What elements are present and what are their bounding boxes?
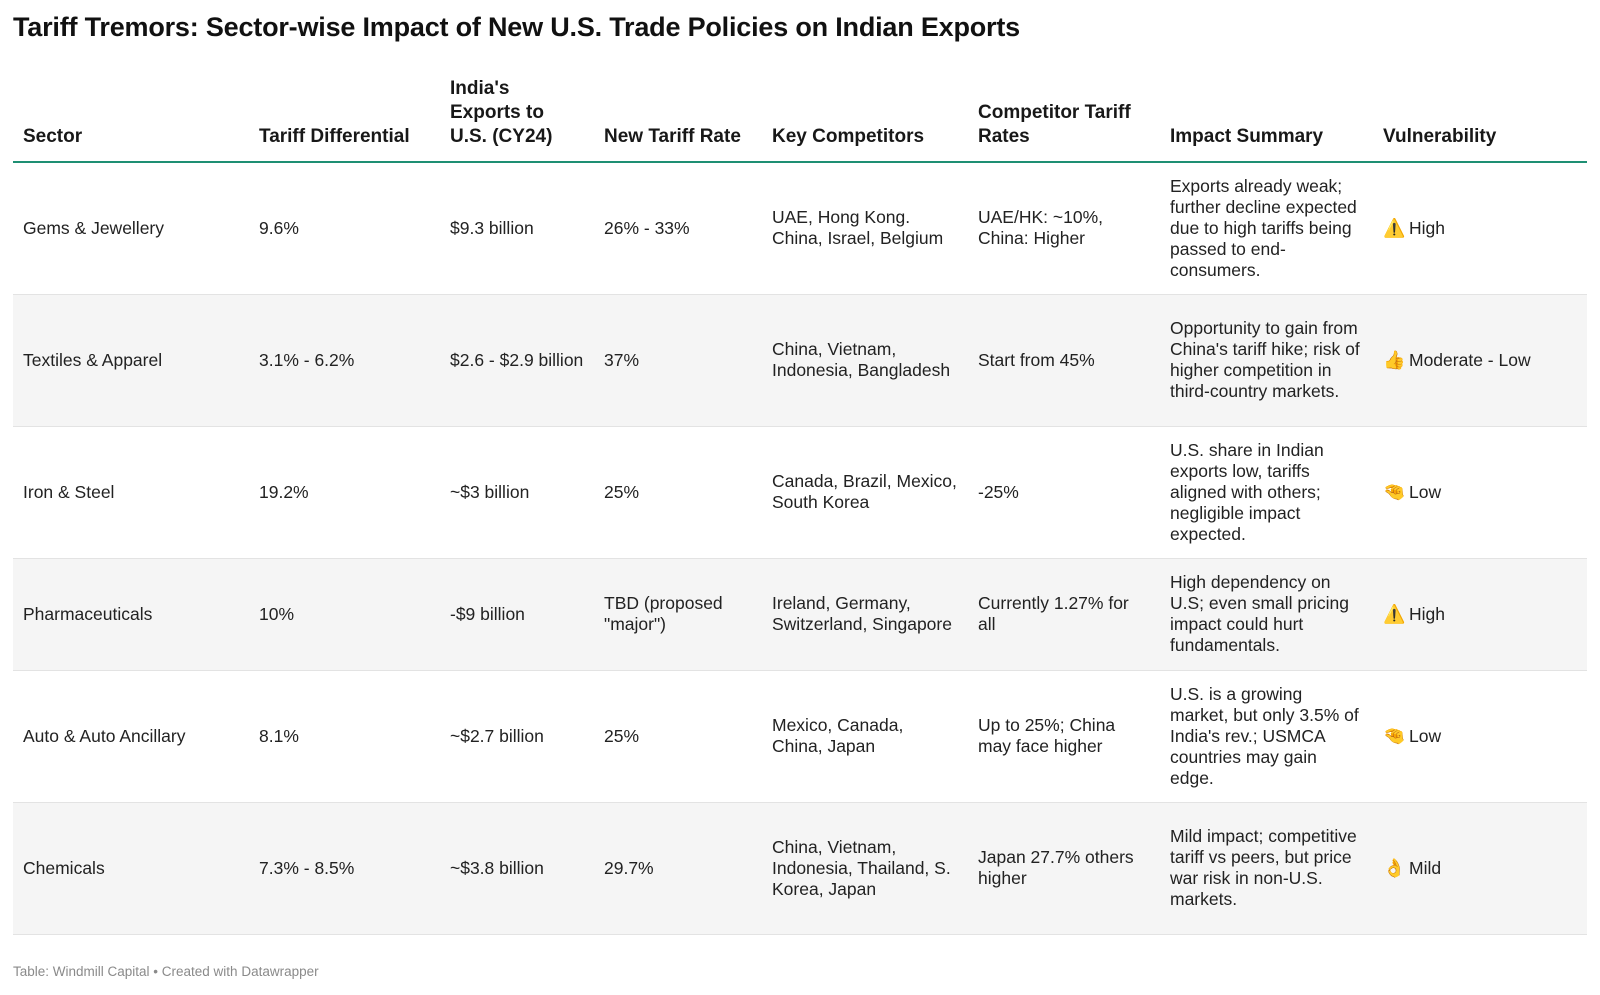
sector-cell: Gems & Jewellery [13, 162, 249, 295]
source-footer: Table: Windmill Capital • Created with D… [13, 964, 319, 979]
tariff-differential-cell: 19.2% [249, 426, 440, 559]
column-header-competitor-tariff-rates: Competitor Tariff Rates [968, 74, 1160, 163]
exports-cell: ~$2.7 billion [440, 670, 594, 803]
vulnerability-label: High [1409, 217, 1445, 238]
tariff-differential-cell: 7.3% - 8.5% [249, 802, 440, 935]
column-header-tariff-differential: Tariff Differential [249, 74, 440, 163]
table-row: Chemicals 7.3% - 8.5% ~$3.8 billion 29.7… [13, 802, 1587, 935]
key-competitors-cell: China, Vietnam, Indonesia, Bangladesh [762, 294, 968, 427]
new-tariff-rate-cell: TBD (proposed "major") [594, 558, 762, 671]
sector-cell: Textiles & Apparel [13, 294, 249, 427]
thumbs-up-icon: 👍 [1383, 349, 1406, 370]
pinching-hand-icon: 🤏 [1383, 725, 1406, 746]
vulnerability-cell: 🤏 Low [1373, 426, 1587, 559]
tariff-differential-cell: 9.6% [249, 162, 440, 295]
vulnerability-cell: ⚠️ High [1373, 558, 1587, 671]
vulnerability-label: Low [1409, 481, 1442, 502]
competitor-tariff-rates-cell: Start from 45% [968, 294, 1160, 427]
new-tariff-rate-cell: 25% [594, 670, 762, 803]
column-header-vulnerability: Vulnerability [1373, 74, 1587, 163]
exports-cell: $9.3 billion [440, 162, 594, 295]
vulnerability-label: Moderate - Low [1409, 349, 1531, 370]
new-tariff-rate-cell: 29.7% [594, 802, 762, 935]
page-title: Tariff Tremors: Sector-wise Impact of Ne… [13, 12, 1020, 42]
key-competitors-cell: Canada, Brazil, Mexico, South Korea [762, 426, 968, 559]
vulnerability-label: Low [1409, 725, 1442, 746]
competitor-tariff-rates-cell: Up to 25%; China may face higher [968, 670, 1160, 803]
sector-cell: Auto & Auto Ancillary [13, 670, 249, 803]
table-row: Textiles & Apparel 3.1% - 6.2% $2.6 - $2… [13, 294, 1587, 427]
sector-cell: Chemicals [13, 802, 249, 935]
impact-summary-cell: Mild impact; competitive tariff vs peers… [1160, 802, 1373, 935]
vulnerability-cell: 🤏 Low [1373, 670, 1587, 803]
ok-hand-icon: 👌 [1383, 857, 1406, 878]
key-competitors-cell: Ireland, Germany, Switzerland, Singapore [762, 558, 968, 671]
vulnerability-label: Mild [1409, 857, 1442, 878]
vulnerability-label: High [1409, 603, 1445, 624]
tariff-differential-cell: 3.1% - 6.2% [249, 294, 440, 427]
tariff-differential-cell: 10% [249, 558, 440, 671]
new-tariff-rate-cell: 37% [594, 294, 762, 427]
sector-cell: Pharmaceuticals [13, 558, 249, 671]
competitor-tariff-rates-cell: Japan 27.7% others higher [968, 802, 1160, 935]
sector-cell: Iron & Steel [13, 426, 249, 559]
impact-summary-cell: Exports already weak; further decline ex… [1160, 162, 1373, 295]
table-header-row: Sector Tariff Differential India's Expor… [13, 74, 1587, 163]
table-row: Iron & Steel 19.2% ~$3 billion 25% Canad… [13, 426, 1587, 559]
column-header-key-competitors: Key Competitors [762, 74, 968, 163]
table-row: Gems & Jewellery 9.6% $9.3 billion 26% -… [13, 162, 1587, 295]
impact-summary-cell: U.S. is a growing market, but only 3.5% … [1160, 670, 1373, 803]
exports-cell: -$9 billion [440, 558, 594, 671]
vulnerability-cell: ⚠️ High [1373, 162, 1587, 295]
column-header-sector: Sector [13, 74, 249, 163]
exports-cell: ~$3 billion [440, 426, 594, 559]
column-header-impact-summary: Impact Summary [1160, 74, 1373, 163]
vulnerability-cell: 👌 Mild [1373, 802, 1587, 935]
column-header-new-tariff-rate: New Tariff Rate [594, 74, 762, 163]
column-header-exports: India's Exports to U.S. (CY24) [440, 74, 594, 163]
warning-icon: ⚠️ [1383, 603, 1406, 624]
key-competitors-cell: UAE, Hong Kong. China, Israel, Belgium [762, 162, 968, 295]
table-row: Pharmaceuticals 10% -$9 billion TBD (pro… [13, 558, 1587, 671]
tariff-impact-table: Sector Tariff Differential India's Expor… [13, 74, 1587, 935]
exports-cell: $2.6 - $2.9 billion [440, 294, 594, 427]
new-tariff-rate-cell: 25% [594, 426, 762, 559]
key-competitors-cell: Mexico, Canada, China, Japan [762, 670, 968, 803]
competitor-tariff-rates-cell: -25% [968, 426, 1160, 559]
impact-summary-cell: Opportunity to gain from China's tariff … [1160, 294, 1373, 427]
key-competitors-cell: China, Vietnam, Indonesia, Thailand, S. … [762, 802, 968, 935]
impact-summary-cell: High dependency on U.S; even small prici… [1160, 558, 1373, 671]
pinching-hand-icon: 🤏 [1383, 481, 1406, 502]
warning-icon: ⚠️ [1383, 217, 1406, 238]
vulnerability-cell: 👍 Moderate - Low [1373, 294, 1587, 427]
table-row: Auto & Auto Ancillary 8.1% ~$2.7 billion… [13, 670, 1587, 803]
exports-cell: ~$3.8 billion [440, 802, 594, 935]
competitor-tariff-rates-cell: UAE/HK: ~10%, China: Higher [968, 162, 1160, 295]
impact-summary-cell: U.S. share in Indian exports low, tariff… [1160, 426, 1373, 559]
tariff-differential-cell: 8.1% [249, 670, 440, 803]
new-tariff-rate-cell: 26% - 33% [594, 162, 762, 295]
competitor-tariff-rates-cell: Currently 1.27% for all [968, 558, 1160, 671]
